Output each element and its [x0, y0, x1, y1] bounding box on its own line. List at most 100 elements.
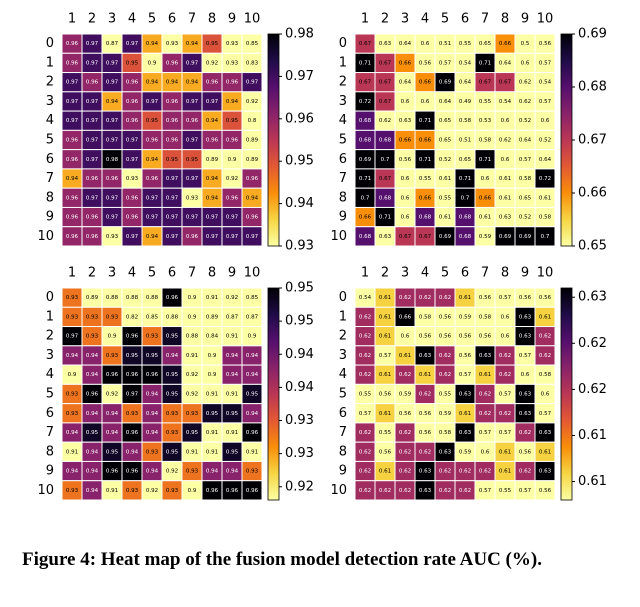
cell-label: 0.97 [106, 138, 119, 144]
cell-label: 0.66 [399, 60, 412, 66]
cell-label: 0.63 [439, 449, 452, 455]
cell-label: 0.95 [146, 353, 159, 359]
cell-label: 0.7 [541, 234, 550, 240]
x-tick-label: 2 [381, 12, 389, 27]
colorbar-tick-label: 0.93 [285, 413, 314, 428]
cell-label: 0.94 [186, 41, 199, 47]
colorbar-tick-label: 0.66 [578, 186, 607, 201]
cell-label: 0.62 [499, 372, 511, 378]
cell-label: 0.62 [399, 295, 411, 301]
cell-label: 0.71 [459, 176, 471, 182]
cell-label: 0.62 [359, 372, 371, 378]
cell-label: 0.97 [126, 234, 139, 240]
cell-label: 0.62 [459, 469, 471, 475]
y-tick-label: 6 [339, 406, 347, 421]
cell-label: 0.59 [479, 234, 492, 240]
heat-cell [534, 480, 556, 501]
cell-label: 0.62 [359, 449, 371, 455]
cell-label: 0.5 [521, 41, 530, 47]
cell-label: 0.67 [419, 234, 432, 240]
y-tick-label: 3 [339, 94, 347, 109]
cell-label: 0.97 [86, 118, 99, 124]
y-tick-label: 10 [37, 229, 54, 244]
cell-label: 0.57 [359, 411, 372, 417]
cell-label: 0.92 [166, 469, 178, 475]
cell-label: 0.96 [226, 195, 239, 201]
cell-label: 0.96 [66, 60, 79, 66]
cell-label: 0.88 [146, 295, 159, 301]
y-tick-label: 0 [339, 290, 347, 305]
cell-label: 0.97 [186, 60, 199, 66]
cell-label: 0.96 [106, 469, 119, 475]
y-tick-label: 5 [46, 387, 54, 402]
cell-label: 0.63 [419, 469, 432, 475]
cell-label: 0.85 [246, 41, 259, 47]
cell-label: 0.95 [166, 372, 179, 378]
cell-label: 0.94 [206, 118, 219, 124]
cell-label: 0.63 [519, 334, 532, 340]
cell-label: 0.9 [188, 314, 197, 320]
cell-label: 0.93 [166, 430, 179, 436]
cell-label: 0.97 [246, 234, 259, 240]
cell-label: 0.7 [461, 195, 470, 201]
y-tick-label: 5 [339, 387, 347, 402]
cell-label: 0.93 [126, 176, 139, 182]
cell-label: 0.93 [166, 488, 179, 494]
x-tick-label: 3 [401, 12, 409, 27]
cell-label: 0.94 [206, 195, 219, 201]
cell-label: 0.9 [248, 334, 257, 340]
cell-label: 0.92 [226, 295, 238, 301]
x-tick-label: 10 [244, 12, 261, 27]
colorbar-tick-label: 0.95 [285, 281, 314, 296]
cell-label: 0.61 [539, 314, 551, 320]
cell-label: 0.69 [519, 234, 532, 240]
cell-label: 0.61 [379, 372, 391, 378]
cell-label: 0.61 [419, 372, 431, 378]
cell-label: 0.92 [106, 392, 118, 398]
x-tick-label: 2 [88, 12, 96, 27]
cell-label: 0.94 [146, 411, 159, 417]
cell-label: 0.94 [146, 430, 159, 436]
cell-label: 0.97 [146, 99, 159, 105]
cell-label: 0.94 [226, 353, 239, 359]
cell-label: 0.56 [519, 449, 532, 455]
cell-label: 0.56 [459, 334, 472, 340]
cell-label: 0.97 [86, 157, 99, 163]
cell-label: 0.93 [146, 334, 159, 340]
cell-label: 0.68 [379, 195, 392, 201]
cell-label: 0.67 [379, 176, 392, 182]
cell-label: 0.62 [539, 334, 551, 340]
colorbar-tick-label: 0.93 [285, 446, 314, 461]
cell-label: 0.96 [246, 176, 259, 182]
cell-label: 0.9 [228, 157, 237, 163]
cell-label: 0.88 [166, 314, 179, 320]
cell-label: 0.67 [379, 80, 392, 86]
cell-label: 0.62 [499, 411, 511, 417]
cell-label: 0.62 [439, 353, 451, 359]
cell-label: 0.56 [399, 157, 412, 163]
cell-label: 0.67 [359, 41, 372, 47]
cell-label: 0.6 [401, 99, 410, 105]
cell-label: 0.94 [166, 353, 179, 359]
cell-label: 0.97 [146, 215, 159, 221]
cell-label: 0.63 [459, 392, 472, 398]
cell-label: 0.57 [539, 411, 552, 417]
x-tick-label: 7 [188, 12, 196, 27]
cell-label: 0.67 [359, 80, 372, 86]
cell-label: 0.49 [459, 99, 472, 105]
x-tick-label: 5 [441, 266, 449, 281]
cell-label: 0.96 [126, 99, 139, 105]
cell-label: 0.62 [439, 295, 451, 301]
cell-label: 0.93 [186, 469, 199, 475]
y-tick-label: 2 [46, 329, 54, 344]
cell-label: 0.66 [479, 195, 492, 201]
y-tick-label: 10 [37, 483, 54, 498]
cell-label: 0.52 [539, 138, 551, 144]
cell-label: 0.97 [86, 99, 99, 105]
cell-label: 0.61 [379, 469, 391, 475]
cell-label: 0.61 [459, 411, 471, 417]
cell-label: 0.96 [66, 195, 79, 201]
cell-label: 0.55 [379, 430, 392, 436]
cell-label: 0.97 [106, 195, 119, 201]
cell-label: 0.67 [379, 60, 392, 66]
